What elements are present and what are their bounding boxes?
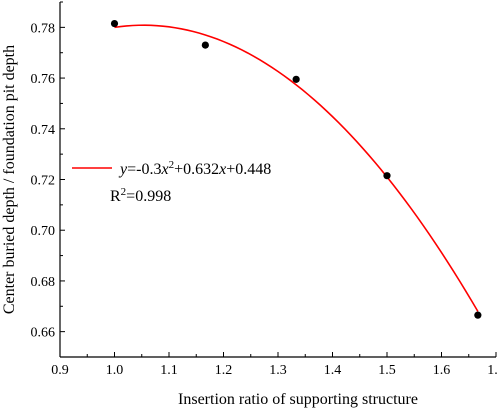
x-tick-label: 1.3: [269, 363, 287, 378]
legend: y=-0.3x2+0.632x+0.448 R2=0.998: [72, 159, 271, 205]
eq-exponent: 2: [169, 159, 175, 171]
eq-var-x1: x: [160, 161, 168, 178]
y-tick-label: 0.66: [31, 326, 56, 341]
x-tick-label: 1.4: [324, 363, 342, 378]
r2-symbol: R: [110, 188, 121, 205]
data-point: [292, 75, 300, 83]
y-axis-label: Center buried depth / foundation pit dep…: [1, 45, 18, 314]
fit-curve-line: [114, 24, 479, 312]
x-tick-label: 1.7: [487, 363, 498, 378]
eq-coef-b: +0.632: [174, 161, 219, 178]
legend-equation: y=-0.3x2+0.632x+0.448: [118, 159, 271, 178]
y-tick-label: 0.70: [31, 224, 56, 239]
x-tick-label: 1.6: [433, 363, 451, 378]
x-tick-label: 1.2: [215, 363, 233, 378]
fit-curve-layer: [114, 24, 479, 312]
x-tick-label: 1.0: [106, 363, 124, 378]
y-tick-label: 0.68: [31, 275, 56, 290]
x-axis-label: Insertion ratio of supporting structure: [178, 391, 418, 408]
y-ticks: 0.66 0.68 0.70 0.72 0.74 0.76 0.78: [31, 1, 65, 358]
data-point: [110, 19, 119, 28]
eq-var-y: y: [118, 161, 128, 178]
y-tick-label: 0.74: [31, 123, 56, 138]
data-point: [201, 41, 209, 49]
x-tick-label: 1.5: [378, 363, 396, 378]
x-tick-label: 0.9: [51, 363, 69, 378]
x-ticks: 0.9 1.0 1.1 1.2 1.3 1.4 1.5 1.6 1.7: [51, 352, 498, 378]
y-tick-label: 0.78: [31, 21, 56, 36]
data-point: [383, 172, 391, 180]
axes: [59, 2, 496, 358]
y-tick-label: 0.72: [31, 174, 56, 189]
data-point: [474, 311, 482, 319]
r2-exponent: 2: [121, 186, 127, 198]
x-tick-label: 1.1: [160, 363, 178, 378]
y-tick-label: 0.76: [31, 72, 56, 87]
data-points-layer: [110, 19, 482, 319]
eq-coef-c: +0.448: [226, 161, 271, 178]
eq-var-x2: x: [218, 161, 226, 178]
legend-r-squared: R2=0.998: [110, 186, 171, 205]
r2-value: =0.998: [126, 188, 171, 205]
eq-coef-a: =-0.3: [127, 161, 161, 178]
